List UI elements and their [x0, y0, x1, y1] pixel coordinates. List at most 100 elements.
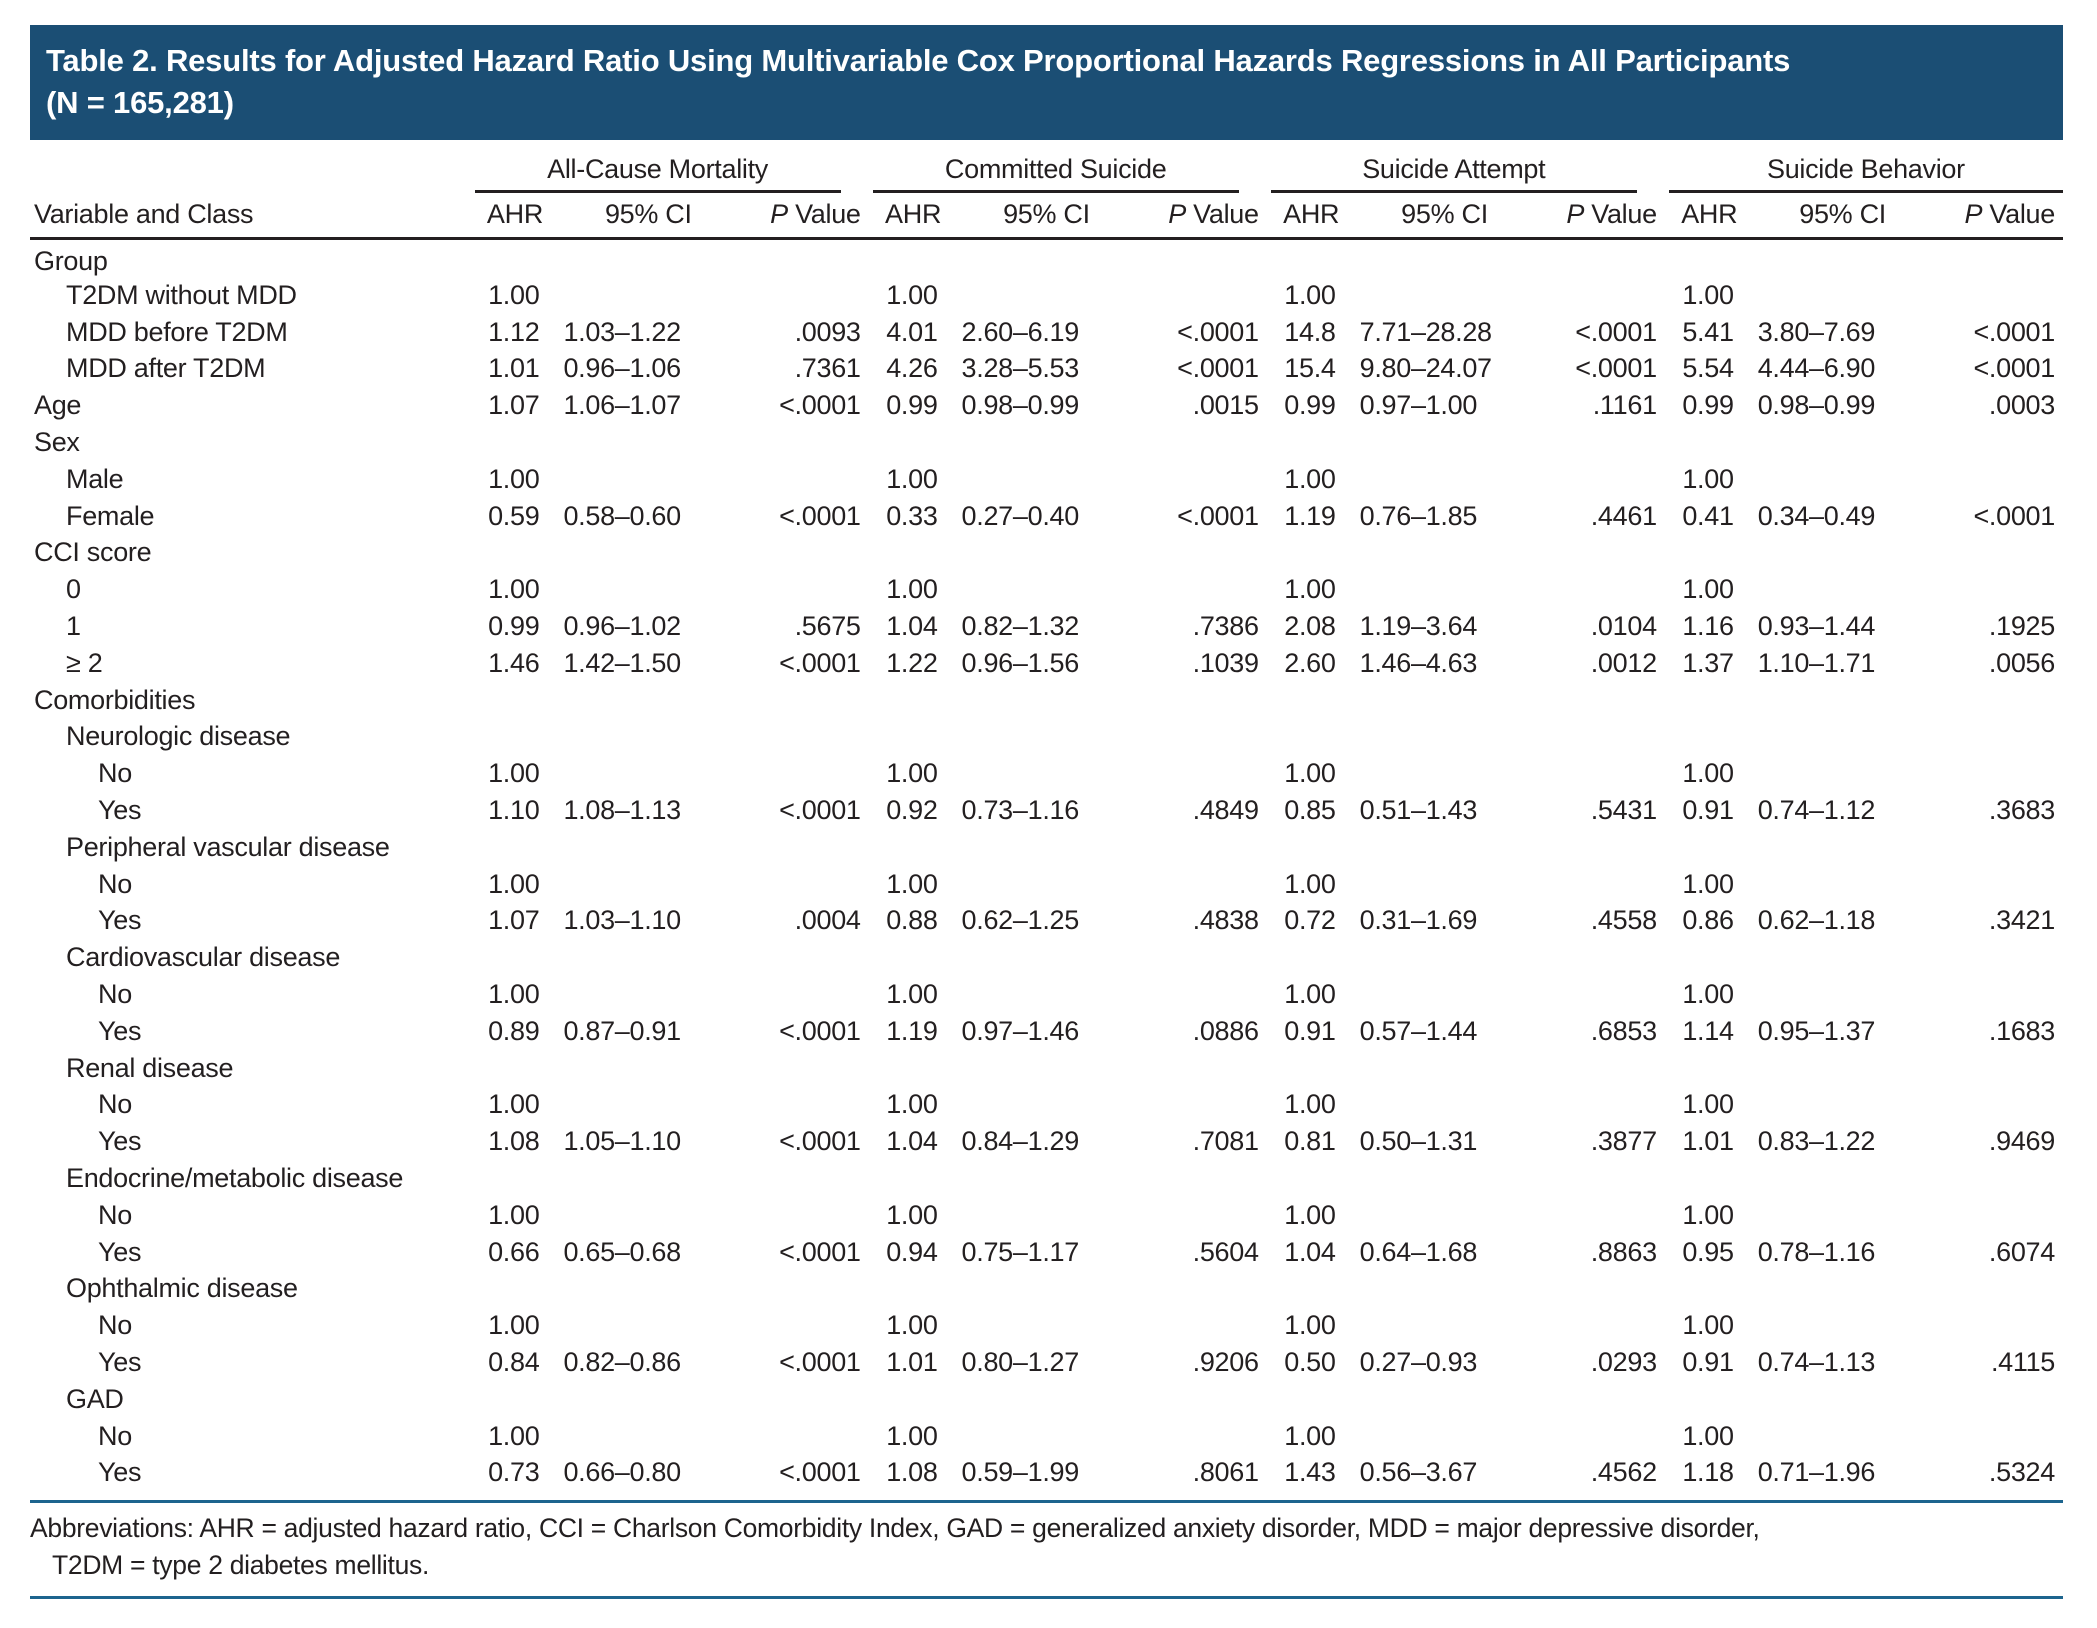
cell-ci — [1754, 866, 1932, 903]
cell-p — [1932, 866, 2063, 903]
cell-ahr — [1267, 239, 1356, 278]
cell-p — [737, 277, 868, 314]
cell-ahr — [471, 1050, 560, 1087]
table-row: No 1.00 1.00 1.00 1.00 — [30, 1418, 2063, 1455]
cell-ci — [559, 461, 737, 498]
cell-ci: 0.75–1.17 — [961, 1236, 1080, 1267]
cell-ahr: 1.14 — [1682, 1015, 1734, 1046]
ci-header: 95% CI — [1753, 193, 1932, 240]
table-row: MDD after T2DM 1.01 0.96–1.06 .7361 4.26 3.28… — [30, 351, 2063, 388]
table-row: ≥ 2 1.46 1.42–1.50 <.0001 1.22 0.96–1.56 .1039… — [30, 645, 2063, 682]
cell-ci — [1356, 755, 1534, 792]
cell-p — [1533, 424, 1664, 461]
column-group-spacer — [30, 146, 471, 193]
cell-ci — [958, 1050, 1136, 1087]
cell-ci — [559, 1197, 737, 1234]
cell-ahr: 4.26 — [886, 353, 938, 384]
cell-ahr — [869, 239, 958, 278]
cell-ahr: 1.10 — [488, 795, 540, 826]
cell-ci — [559, 939, 737, 976]
cell-ci — [559, 755, 737, 792]
cell-ci: 0.59–1.99 — [961, 1457, 1080, 1488]
cell-ci: 0.87–0.91 — [563, 1015, 681, 1046]
cell-ahr: 0.99 — [1682, 390, 1734, 421]
cell-ci: 0.97–1.00 — [1359, 390, 1478, 421]
cell-ahr: 1.00 — [886, 574, 938, 605]
cell-ci: 1.06–1.07 — [563, 390, 681, 421]
cell-ahr — [471, 239, 560, 278]
row-label: Age — [34, 390, 82, 421]
cell-p — [737, 1418, 868, 1455]
cell-ahr — [869, 1271, 958, 1308]
row-label: No — [98, 1089, 132, 1120]
cell-p — [1135, 1381, 1266, 1418]
cell-p — [1932, 682, 2063, 719]
cell-ci — [1754, 277, 1932, 314]
cell-p — [1135, 976, 1266, 1013]
cell-ahr: 1.00 — [1284, 979, 1336, 1010]
cell-ahr: 0.91 — [1682, 1347, 1734, 1377]
cell-ci — [958, 1271, 1136, 1308]
cell-ci — [1754, 1087, 1932, 1124]
cell-ahr — [1267, 719, 1356, 756]
cell-ci — [958, 571, 1136, 608]
cell-ci: 2.60–6.19 — [961, 316, 1080, 347]
table-row: Male 1.00 1.00 1.00 1.00 — [30, 461, 2063, 498]
cell-ahr: 1.00 — [886, 279, 938, 310]
cell-p — [1932, 939, 2063, 976]
ahr-header: AHR — [1664, 193, 1754, 240]
row-label: ≥ 2 — [66, 647, 103, 678]
cell-ci: 0.56–3.67 — [1359, 1457, 1478, 1488]
cell-ahr — [1665, 535, 1754, 572]
cell-ci: 0.57–1.44 — [1359, 1015, 1478, 1046]
cell-ci: 0.96–1.02 — [563, 611, 681, 642]
cell-ahr: 1.00 — [488, 574, 540, 605]
cell-ci — [1356, 535, 1534, 572]
cell-p: .7386 — [1192, 611, 1259, 642]
cell-p — [1135, 829, 1266, 866]
cell-p: .6074 — [1988, 1236, 2055, 1267]
cell-ci: 3.80–7.69 — [1757, 316, 1876, 347]
cell-p — [1932, 755, 2063, 792]
cell-p — [1932, 1381, 2063, 1418]
table-row: Yes 0.84 0.82–0.86 <.0001 1.01 0.80–1.27 .9206… — [30, 1344, 2063, 1381]
cell-p: .3421 — [1988, 905, 2055, 936]
pvalue-header: P Value — [737, 193, 869, 240]
cell-p — [1533, 1087, 1664, 1124]
cell-p: .6853 — [1590, 1015, 1657, 1046]
cell-ahr — [869, 1160, 958, 1197]
ci-header: 95% CI — [559, 193, 738, 240]
cell-p — [737, 866, 868, 903]
cell-p: .0104 — [1590, 611, 1657, 642]
cell-p: <.0001 — [779, 647, 861, 678]
column-group-label: Committed Suicide — [872, 154, 1239, 193]
table-row: No 1.00 1.00 1.00 1.00 — [30, 1197, 2063, 1234]
row-label: Endocrine/metabolic disease — [66, 1163, 404, 1194]
column-group-label: Suicide Attempt — [1270, 154, 1637, 193]
cell-ahr: 5.54 — [1682, 353, 1734, 384]
column-group-label: Suicide Behavior — [1668, 154, 2063, 193]
cell-p: .0293 — [1590, 1347, 1657, 1377]
cell-ahr — [869, 1381, 958, 1418]
cell-p: .1161 — [1592, 390, 1657, 421]
row-label: MDD before T2DM — [66, 316, 288, 347]
cell-ahr: 1.00 — [886, 758, 938, 789]
cell-p: .4838 — [1192, 905, 1259, 936]
cell-p: <.0001 — [779, 500, 861, 531]
cell-p: .5431 — [1590, 795, 1657, 826]
cell-ahr: 2.60 — [1284, 647, 1336, 678]
cell-ci — [559, 277, 737, 314]
cell-p: <.0001 — [1177, 500, 1259, 531]
cell-p — [1135, 535, 1266, 572]
table-body: Group T2DM without MDD 1.00 1.00 1.00 1.00 MDD… — [30, 239, 2063, 1492]
cell-ahr: 0.92 — [886, 795, 938, 826]
cell-ahr — [471, 1271, 560, 1308]
table-row: No 1.00 1.00 1.00 1.00 — [30, 755, 2063, 792]
cell-ahr: 1.00 — [488, 279, 540, 310]
cell-p — [1932, 1197, 2063, 1234]
cell-p — [1533, 461, 1664, 498]
cell-ahr: 0.59 — [488, 500, 540, 531]
cell-ahr: 1.00 — [886, 463, 938, 494]
cell-p: .3877 — [1590, 1126, 1657, 1157]
cell-ahr — [1267, 682, 1356, 719]
